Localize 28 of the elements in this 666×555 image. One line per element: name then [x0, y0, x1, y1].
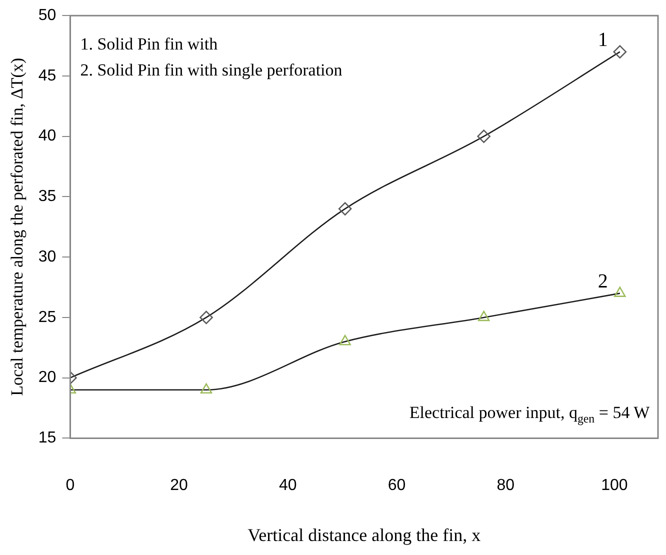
x-tick-label: 40 [279, 477, 297, 494]
y-tick-label: 40 [38, 128, 56, 145]
annotation: 2. Solid Pin fin with single perforation [80, 60, 343, 80]
point [477, 130, 490, 143]
y-tick-label: 35 [38, 188, 56, 206]
y-tick-label: 15 [38, 430, 56, 447]
x-axis-title: Vertical distance along the fin, x [248, 524, 481, 545]
point [614, 286, 626, 297]
x-tick-label: 80 [496, 477, 515, 494]
point [200, 310, 213, 324]
point [200, 383, 212, 394]
series-label: 1 [598, 28, 608, 51]
y-axis-title: Local temperature along the perforated fin, ΔT(x) [8, 58, 27, 396]
y-tick-label: 25 [38, 308, 56, 326]
x-tick-label: 20 [170, 477, 188, 494]
point [339, 334, 351, 346]
point [478, 310, 490, 322]
point [613, 45, 627, 58]
point [338, 202, 352, 216]
y-tick-label: 30 [38, 248, 56, 266]
x-tick-label: 60 [388, 477, 406, 494]
x-tick-label: 100 [601, 477, 628, 494]
y-tick-label: 45 [38, 67, 56, 84]
annotation: 1. Solid Pin fin with [80, 34, 218, 54]
y-tick-label: 20 [38, 369, 56, 386]
series-label: 2 [598, 270, 608, 292]
y-tick-label: 50 [38, 7, 56, 24]
x-tick-label: 0 [66, 477, 75, 494]
